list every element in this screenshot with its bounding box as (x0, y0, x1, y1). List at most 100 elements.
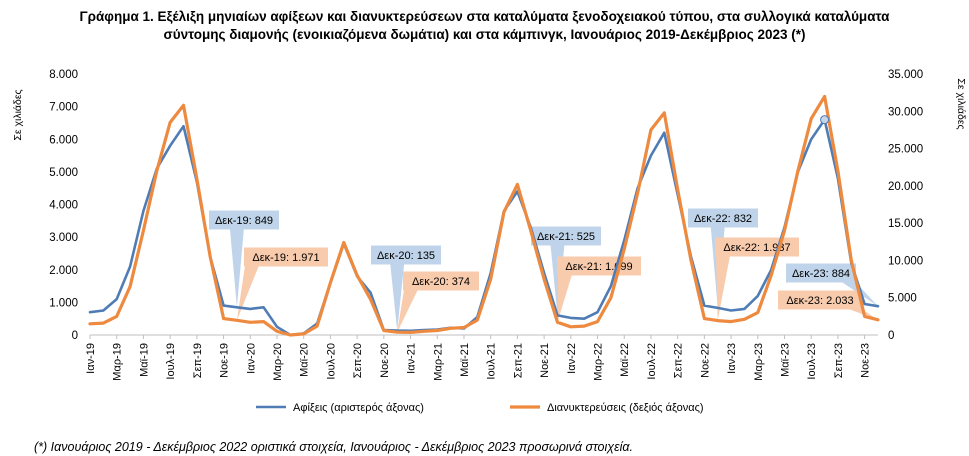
data-point-overnight-stays (316, 325, 318, 327)
x-tick-label: Σεπ-20 (352, 343, 364, 378)
x-tick-label: Μαϊ-19 (138, 343, 150, 377)
data-point-overnight-stays (516, 183, 519, 185)
data-point-overnight-stays (263, 321, 265, 323)
data-point-overnight-stays (877, 319, 879, 321)
callout-box (778, 290, 862, 310)
data-point-overnight-stays (783, 230, 786, 232)
data-point-arrivals (757, 295, 759, 297)
data-point-arrivals (249, 308, 251, 310)
x-tick-label: Μαρ-22 (593, 343, 605, 381)
data-point-arrivals (743, 308, 746, 310)
data-point-overnight-stays (142, 230, 144, 232)
data-point-arrivals (864, 303, 866, 305)
y-right-tick-label: 30.000 (888, 106, 923, 118)
chart-title-line-1: Γράφημα 1. Εξέλιξη μηνιαίων αφίξεων και … (79, 9, 890, 24)
data-point-overnight-stays (663, 112, 665, 114)
callouts-layer: Δεκ-19: 849 Δεκ-19: 1.971 Δεκ-20: 135 Δεκ-2… (209, 208, 878, 333)
data-point-overnight-stays (383, 329, 385, 332)
x-tick-label: Ιουλ-21 (486, 343, 498, 380)
data-point-overnight-stays (276, 330, 278, 332)
x-tick-label: Νοε-20 (379, 343, 391, 378)
data-point-overnight-stays (129, 285, 131, 288)
data-point-overnight-stays (637, 192, 639, 194)
data-point-overnight-stays (369, 298, 372, 300)
data-point-overnight-stays (677, 189, 679, 191)
x-tick-label: Μαϊ-20 (299, 343, 311, 377)
data-point-overnight-stays (690, 259, 692, 261)
x-tick-label: Νοε-23 (860, 343, 872, 378)
y-right-tick-label: 5.000 (888, 293, 917, 305)
data-point-overnight-stays (556, 321, 559, 323)
data-point-arrivals (610, 285, 612, 287)
data-point-overnight-stays (116, 315, 118, 317)
data-point-overnight-stays (850, 259, 852, 261)
data-point-overnight-stays (703, 318, 706, 320)
data-point-arrivals (263, 306, 265, 308)
data-point-arrivals (596, 311, 599, 313)
data-point-overnight-stays (223, 318, 225, 320)
data-point-overnight-stays (650, 129, 652, 131)
data-point-overnight-stays (503, 211, 505, 213)
callout-pointer (397, 289, 418, 333)
data-point-overnight-stays (476, 319, 478, 321)
data-point-arrivals (810, 138, 812, 140)
data-point-overnight-stays (182, 104, 185, 106)
data-point-overnight-stays (490, 278, 492, 280)
data-point-overnight-stays (209, 256, 211, 258)
x-tick-label: Μαρ-20 (272, 343, 284, 381)
callout-box (371, 245, 441, 265)
data-point-overnight-stays (409, 331, 412, 333)
y-left-tick-label: 8.000 (49, 69, 78, 81)
data-point-arrivals (182, 125, 185, 127)
callout-pointer (390, 263, 405, 331)
chart-svg: Δεκ-19: 849 Δεκ-19: 1.971 Δεκ-20: 135 Δεκ-2… (12, 69, 967, 414)
x-tick-label: Σεπ-19 (192, 343, 204, 378)
data-point-overnight-stays (583, 325, 585, 327)
data-point-overnight-stays (596, 321, 599, 323)
y-right-tick-label: 25.000 (888, 144, 923, 156)
x-tick-label: Σεπ-23 (833, 343, 845, 378)
data-point-arrivals (717, 307, 719, 309)
data-point-overnight-stays (757, 312, 759, 314)
callout-box (403, 271, 479, 291)
data-point-arrivals (730, 309, 732, 312)
data-point-overnight-stays (543, 278, 545, 280)
callout-pointer (229, 228, 244, 308)
data-point-overnight-stays (343, 241, 345, 244)
legend-arrivals-label: Αφίξεις (αριστερός άξονας) (293, 402, 424, 414)
callout-label: Δεκ-20: 135 (377, 250, 435, 262)
data-point-arrivals (877, 305, 879, 307)
y-right-tick-label: 10.000 (888, 255, 923, 267)
x-tick-label: Ιουλ-19 (165, 343, 177, 380)
x-tick-label: Ιουλ-23 (806, 343, 818, 380)
data-point-arrivals (89, 311, 91, 313)
callout-pointer (557, 274, 572, 323)
data-point-arrivals (102, 309, 104, 312)
callout-box (786, 263, 856, 283)
callout-pointer (716, 255, 730, 321)
callout-box (244, 247, 328, 267)
legend: Αφίξεις (αριστερός άξονας) Διανυκτερεύσει… (256, 402, 704, 414)
x-tick-label: Νοε-19 (219, 343, 231, 378)
x-tick-label: Ιαν-19 (85, 343, 97, 374)
data-point-arrivals (223, 305, 225, 307)
data-point-overnight-stays (196, 177, 198, 179)
data-point-overnight-stays (396, 331, 398, 333)
x-tick-label: Ιαν-21 (406, 343, 418, 374)
y-left-tick-label: 0 (72, 330, 78, 342)
x-tick-label: Νοε-21 (539, 343, 551, 378)
y-right-tick-label: 35.000 (888, 69, 923, 81)
y-left-tick-label: 5.000 (49, 167, 78, 179)
y-left-tick-label: 2.000 (49, 265, 78, 277)
data-point-arrivals (116, 298, 118, 300)
x-tick-label: Μαϊ-23 (780, 343, 792, 377)
data-point-arrivals (142, 210, 144, 212)
data-point-arrivals (570, 317, 572, 319)
data-point-overnight-stays (730, 321, 732, 323)
data-point-arrivals (703, 305, 706, 307)
data-point-arrivals (663, 132, 665, 134)
highlighted-data-point (820, 115, 830, 125)
x-tick-label: Μαρ-19 (112, 343, 124, 381)
y-right-axis-title: Σε χιλιάδες (955, 78, 967, 129)
